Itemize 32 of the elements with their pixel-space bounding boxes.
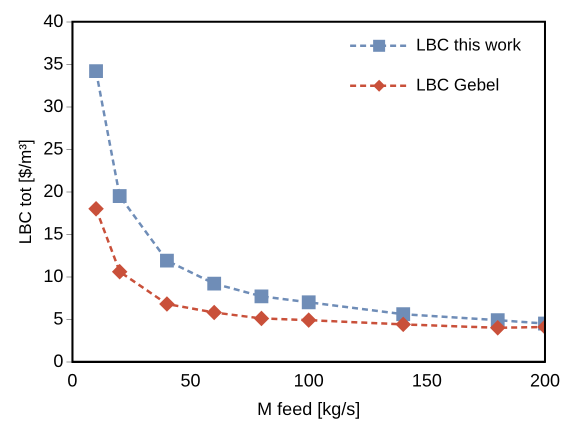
point [207, 276, 222, 291]
point [301, 312, 316, 328]
y-tick-label: 40 [43, 10, 64, 31]
point [206, 305, 222, 320]
x-tick-label: 150 [412, 370, 442, 391]
point [160, 296, 174, 312]
y-tick-label: 20 [43, 180, 64, 201]
y-tick-label: 35 [43, 53, 64, 74]
point [490, 320, 505, 336]
point [254, 289, 268, 304]
y-tick-label: 5 [53, 308, 64, 328]
x-tick-label: 200 [530, 370, 560, 391]
y-tick-label: 15 [43, 223, 64, 244]
point [254, 311, 269, 326]
point [112, 189, 127, 203]
point [302, 295, 316, 310]
y-axis-title: LBC tot [$/m³] [16, 139, 35, 244]
x-axis-title: M feed [kg/s] [257, 399, 360, 420]
y-tick-label: 0 [53, 350, 64, 371]
y-tick-label: 10 [43, 266, 64, 286]
point [88, 202, 104, 216]
y-tick-label: 25 [43, 138, 64, 158]
y-tick-label: 30 [43, 96, 64, 116]
point [160, 254, 174, 268]
x-tick-label: 50 [180, 370, 201, 391]
x-tick-label: 0 [67, 370, 78, 391]
legend-label: LBC Gebel [416, 75, 500, 94]
point [89, 64, 103, 78]
legend-label: LBC this work [416, 35, 522, 54]
point [112, 264, 127, 279]
point [396, 317, 410, 332]
x-tick-label: 100 [294, 370, 324, 391]
